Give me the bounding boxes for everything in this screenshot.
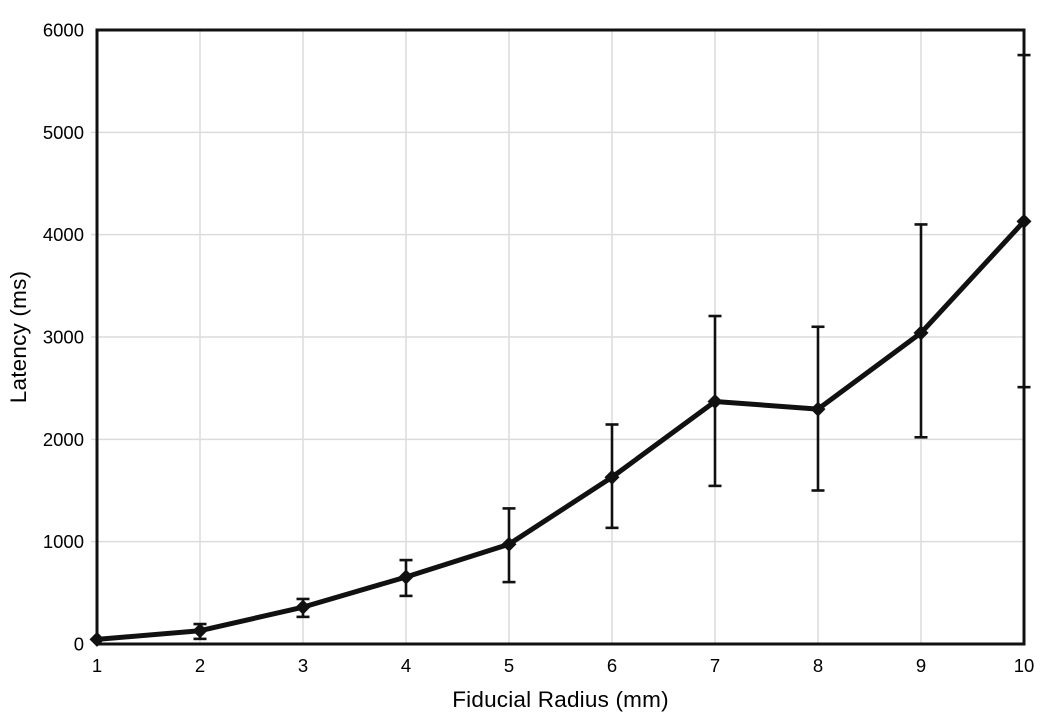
y-tick-label: 1000 [43, 531, 84, 552]
y-tick-label: 2000 [43, 429, 84, 450]
x-tick-label: 7 [710, 655, 720, 676]
data-point [707, 393, 723, 409]
x-tick-label: 3 [298, 655, 308, 676]
y-tick-label: 0 [74, 634, 84, 655]
x-tick-label: 1 [92, 655, 102, 676]
data-point [501, 536, 517, 552]
data-point [604, 469, 620, 485]
series-line [94, 218, 1027, 642]
x-tick-labels: 1 2 3 4 5 6 7 8 9 10 [92, 655, 1034, 676]
y-axis-title: Latency (ms) [6, 271, 31, 403]
y-tick-label: 3000 [43, 327, 84, 348]
gridlines [91, 30, 1024, 644]
x-tick-label: 4 [401, 655, 411, 676]
x-tick-label: 5 [504, 655, 514, 676]
y-tick-labels: 0 1000 2000 3000 4000 5000 6000 [43, 20, 84, 655]
data-point [913, 325, 929, 341]
x-tick-label: 10 [1014, 655, 1035, 676]
data-point [295, 599, 311, 615]
data-point [1016, 213, 1032, 229]
y-tick-label: 6000 [43, 20, 84, 41]
data-point [89, 631, 105, 647]
x-axis-title: Fiducial Radius (mm) [452, 687, 669, 712]
x-tick-label: 8 [813, 655, 823, 676]
x-tick-label: 6 [607, 655, 617, 676]
x-tick-label: 2 [195, 655, 205, 676]
y-tick-label: 5000 [43, 122, 84, 143]
data-point-markers [89, 213, 1032, 647]
y-tick-label: 4000 [43, 224, 84, 245]
data-point [810, 401, 826, 417]
data-point [192, 623, 208, 639]
data-point [398, 569, 414, 585]
x-tick-label: 9 [916, 655, 926, 676]
